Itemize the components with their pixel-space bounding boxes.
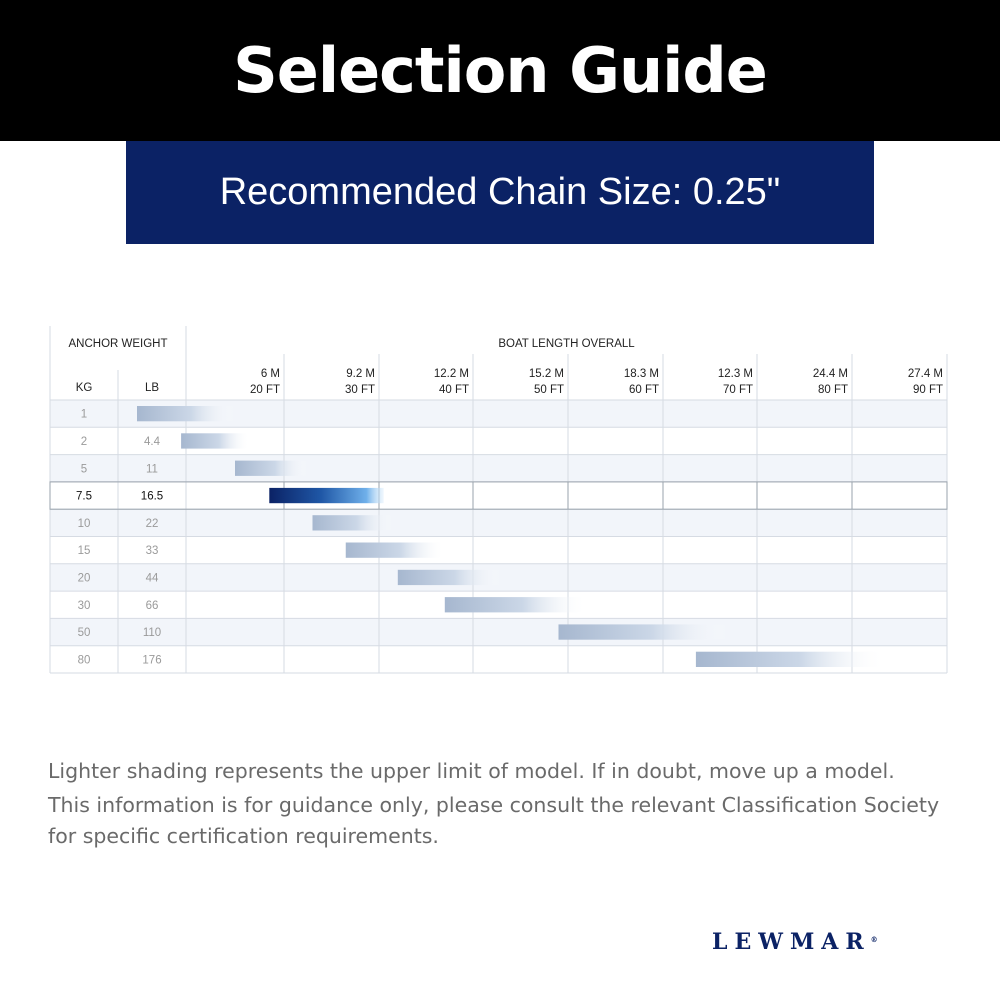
range-bar [181,433,250,449]
highlight-row-border [49,481,948,510]
lb-value: 4.4 [144,436,161,448]
range-bar [444,597,587,613]
kg-value: 5 [81,463,87,475]
anchor-weight-header: ANCHOR WEIGHT [68,338,167,350]
column-label-m: 6 M [261,368,280,380]
column-label-ft: 20 FT [250,384,280,396]
kg-value: 7.5 [76,491,92,503]
top-banner: Selection Guide [0,0,1000,141]
lb-value: 22 [146,518,159,530]
column-label-m: 12.3 M [718,368,753,380]
column-label-m: 12.2 M [434,368,469,380]
column-label-m: 18.3 M [624,368,659,380]
range-bar-highlight [269,487,384,504]
kg-value: 1 [81,409,87,421]
column-label-ft: 30 FT [345,384,375,396]
range-bar [235,460,308,476]
kg-header: KG [76,382,93,394]
kg-value: 10 [78,518,91,530]
column-label-ft: 80 FT [818,384,848,396]
registered-mark: ® [870,935,878,944]
column-label-ft: 50 FT [534,384,564,396]
lb-value: 66 [146,600,159,612]
boat-length-header: BOAT LENGTH OVERALL [498,338,635,350]
chain-size-label: Recommended Chain Size: 0.25" [219,171,781,213]
column-label-ft: 40 FT [439,384,469,396]
guidance-note: This information is for guidance only, p… [48,793,940,848]
table-row-bg [50,618,947,646]
kg-value: 30 [78,600,91,612]
table-row-bg [50,536,947,564]
lb-value: 16.5 [141,491,163,503]
kg-value: 15 [78,545,91,557]
range-bar [558,624,729,640]
range-bar [397,569,502,586]
chain-size-banner: Recommended Chain Size: 0.25" [126,141,874,244]
kg-value: 20 [78,572,91,584]
range-bar [345,542,445,558]
shading-note: Lighter shading represents the upper lim… [48,759,895,783]
kg-value: 50 [78,627,91,639]
range-bar [695,651,886,667]
lb-value: 33 [146,545,159,557]
column-label-m: 9.2 M [346,368,375,380]
column-label-m: 24.4 M [813,368,848,380]
column-label-ft: 90 FT [913,384,943,396]
table-row-bg [50,509,947,537]
column-label-ft: 70 FT [723,384,753,396]
range-bar [137,406,235,422]
lb-header: LB [145,382,159,394]
column-label-ft: 60 FT [629,384,659,396]
kg-value: 80 [78,654,91,666]
range-bar [312,515,394,531]
lb-value: 176 [142,654,161,666]
lewmar-logo: LEWMAR® [712,927,962,957]
logo-text: LEWMAR [712,929,871,955]
page-title: Selection Guide [233,34,768,107]
lb-value: 44 [146,572,159,584]
column-label-m: 27.4 M [908,368,943,380]
lb-value: 11 [146,463,158,475]
table-row-bg [50,481,947,510]
lb-value: 110 [143,627,161,639]
kg-value: 2 [81,436,87,448]
table-row-bg [50,454,947,482]
column-label-m: 15.2 M [529,368,564,380]
